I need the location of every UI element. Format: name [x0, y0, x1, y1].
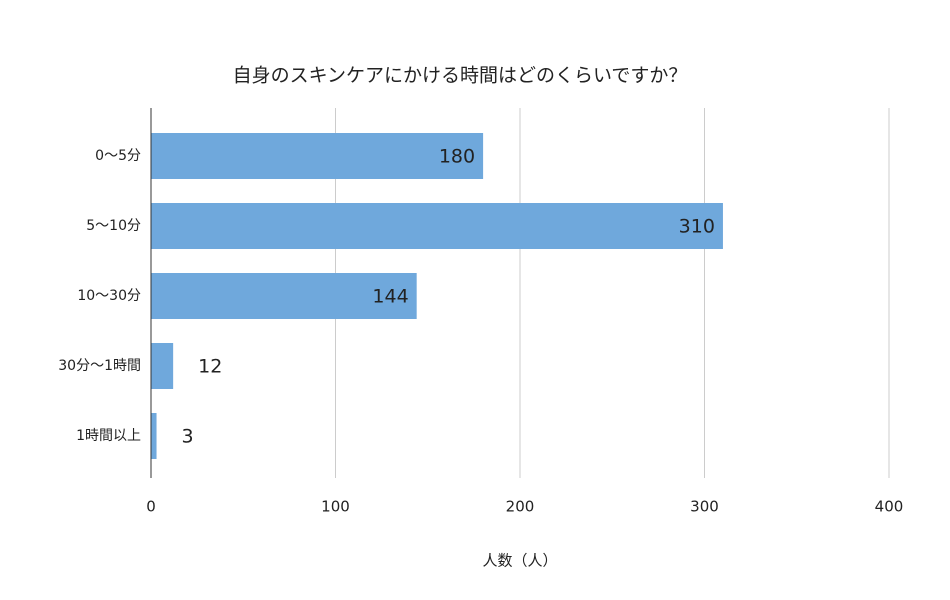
- y-tick-label: 5〜10分: [86, 218, 141, 234]
- y-tick-label: 10〜30分: [77, 288, 141, 304]
- bar: [151, 133, 484, 179]
- value-label: 12: [198, 356, 222, 378]
- x-tick-label: 400: [875, 498, 904, 516]
- y-tick-label: 1時間以上: [76, 428, 141, 444]
- bar: [151, 343, 174, 389]
- value-label: 180: [439, 146, 475, 168]
- x-tick-label: 0: [146, 498, 156, 516]
- y-tick-label: 0〜5分: [95, 148, 141, 164]
- bar: [151, 413, 157, 459]
- value-label: 144: [372, 286, 408, 308]
- bar: [151, 273, 417, 319]
- chart-title: 自身のスキンケアにかける時間はどのくらいですか？: [233, 65, 688, 87]
- value-label: 310: [679, 216, 715, 238]
- x-axis-title: 人数（人）: [482, 552, 557, 570]
- bar: [151, 203, 723, 249]
- x-tick-label: 100: [321, 498, 350, 516]
- x-tick-label: 300: [690, 498, 719, 516]
- y-tick-label: 30分〜1時間: [58, 358, 141, 374]
- value-label: 3: [182, 426, 194, 448]
- x-tick-label: 200: [506, 498, 535, 516]
